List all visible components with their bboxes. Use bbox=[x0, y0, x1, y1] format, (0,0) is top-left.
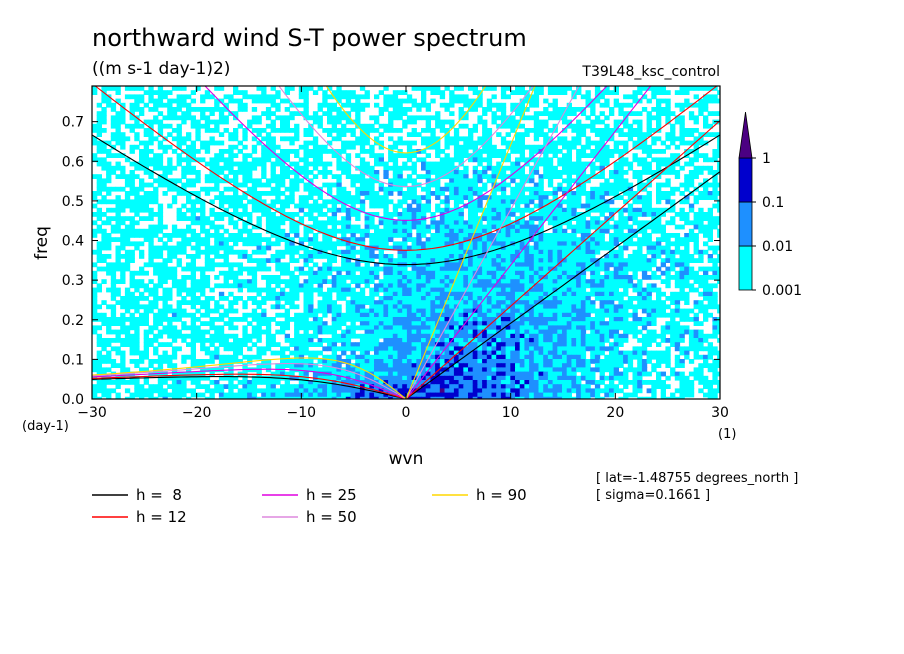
x-unit-label: (1) bbox=[718, 427, 736, 442]
x-tick-label: 20 bbox=[606, 405, 624, 421]
x-tick-label: −30 bbox=[77, 405, 107, 421]
chart-subtitle: ((m s-1 day-1)2) bbox=[92, 59, 230, 79]
y-axis-label: freq bbox=[32, 226, 52, 260]
info-sigma: [ sigma=0.1661 ] bbox=[596, 488, 710, 503]
y-unit-label: (day-1) bbox=[22, 419, 69, 434]
dispersion-curves bbox=[92, 86, 720, 399]
x-axis: −30 −20 −10 0 10 20 30 bbox=[77, 86, 729, 421]
x-tick-label: 0 bbox=[402, 405, 411, 421]
colorbar-label: 0.01 bbox=[762, 239, 793, 255]
colorbar-segment bbox=[738, 245, 753, 291]
x-tick-label: −20 bbox=[182, 405, 212, 421]
colorbar: 0.001 0.01 0.1 1 bbox=[738, 111, 802, 299]
y-tick-label: 0.0 bbox=[62, 392, 84, 408]
y-axis: 0.0 0.1 0.2 0.3 0.4 0.5 0.6 0.7 bbox=[62, 115, 720, 408]
x-tick-label: −10 bbox=[287, 405, 317, 421]
legend-label: h = 8 bbox=[136, 486, 182, 504]
colorbar-segment bbox=[738, 157, 753, 203]
x-tick-label: 30 bbox=[711, 405, 729, 421]
y-tick-label: 0.1 bbox=[62, 352, 84, 368]
x-tick-label: 10 bbox=[502, 405, 520, 421]
curve-legend: h = 8 h = 12 h = 25 h = 50 h = 90 bbox=[92, 486, 527, 526]
y-tick-label: 0.3 bbox=[62, 273, 84, 289]
info-latitude: [ lat=-1.48755 degrees_north ] bbox=[596, 471, 798, 486]
y-tick-label: 0.2 bbox=[62, 313, 84, 329]
chart-title: northward wind S-T power spectrum bbox=[92, 24, 527, 52]
legend-label: h = 12 bbox=[136, 508, 187, 526]
x-axis-label: wvn bbox=[389, 449, 424, 469]
colorbar-segment bbox=[738, 201, 753, 247]
colorbar-label: 1 bbox=[762, 151, 771, 167]
y-tick-label: 0.5 bbox=[62, 194, 84, 210]
y-tick-label: 0.4 bbox=[62, 234, 84, 250]
run-label: T39L48_ksc_control bbox=[581, 64, 720, 80]
colorbar-label: 0.001 bbox=[762, 283, 802, 299]
colorbar-extend bbox=[738, 111, 753, 159]
legend-label: h = 25 bbox=[306, 486, 357, 504]
legend-label: h = 90 bbox=[476, 486, 527, 504]
legend-label: h = 50 bbox=[306, 508, 357, 526]
y-tick-label: 0.7 bbox=[62, 115, 84, 131]
spectrum-field bbox=[92, 86, 720, 399]
colorbar-label: 0.1 bbox=[762, 195, 784, 211]
y-tick-label: 0.6 bbox=[62, 154, 84, 170]
